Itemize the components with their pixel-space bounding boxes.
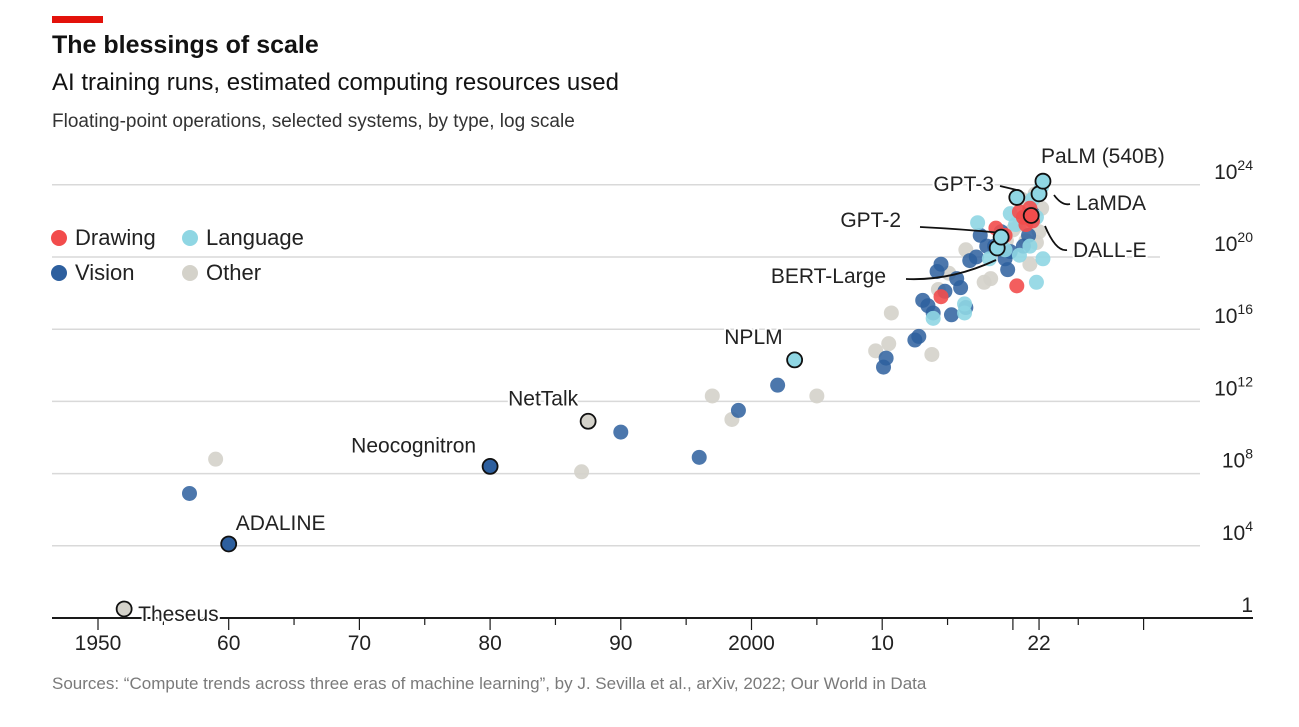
x-tick-label: 10 (871, 632, 894, 655)
x-axis-tick-labels: 1950 60 70 80 90 2000 10 22 (75, 632, 1051, 655)
annotation-gpt-2: GPT-2 (840, 209, 901, 232)
data-point-vision (878, 350, 894, 366)
highlight-point-adaline (220, 535, 238, 553)
x-tick-label: 80 (478, 632, 501, 655)
leader-line-lamda (1053, 194, 1071, 206)
data-point-language (957, 305, 973, 321)
highlight-point-nettalk (579, 412, 597, 430)
data-point-language (1035, 251, 1051, 267)
leader-line-bert-large (905, 259, 997, 281)
legend-label-language: Language (206, 225, 304, 250)
data-point-other (983, 271, 999, 287)
annotation-gpt-3: GPT-3 (933, 173, 994, 196)
x-axis (52, 617, 1253, 630)
data-point-language (1011, 247, 1027, 263)
y-tick-exponent: 20 (1237, 229, 1253, 245)
data-point-other (1022, 256, 1038, 272)
data-point-other (704, 388, 720, 404)
annotations: Theseus ADALINE Neocognitron NetTalk NPLM BER… (136, 143, 1167, 628)
legend-label-other: Other (206, 260, 261, 285)
data-point-vision (1000, 262, 1016, 278)
annotation-nettalk: NetTalk (508, 387, 579, 410)
chart-description: Floating-point operations, selected syst… (52, 111, 575, 132)
y-tick-label: 1024 (1214, 157, 1253, 184)
highlight-point-dall-e (1022, 207, 1040, 224)
data-point-vision (691, 449, 707, 465)
x-tick-label: 70 (348, 632, 371, 655)
chart-subtitle: AI training runs, estimated computing re… (52, 69, 619, 96)
chart-title: The blessings of scale (52, 31, 319, 59)
highlight-point-neocognitron (481, 457, 499, 475)
source-note: Sources: “Compute trends across three er… (52, 674, 927, 693)
x-tick-label: 60 (217, 632, 240, 655)
legend-swatch-vision (51, 265, 67, 281)
accent-bar (52, 16, 103, 23)
annotation-dall-e: DALL-E (1073, 239, 1147, 262)
x-tick-label: 90 (609, 632, 632, 655)
data-point-other (868, 343, 884, 359)
data-point-other (809, 388, 825, 404)
y-tick-label: 1 (1241, 594, 1253, 617)
legend-label-drawing: Drawing (75, 225, 156, 250)
annotation-bert-large: BERT-Large (771, 265, 886, 288)
data-point-vision (730, 402, 746, 418)
data-point-vision (915, 292, 931, 308)
data-point-vision (968, 249, 984, 265)
data-point-vision (933, 256, 949, 272)
highlight-point-theseus (115, 600, 133, 618)
highlight-point-palm-540b- (1034, 172, 1052, 190)
data-points (181, 179, 1051, 501)
data-point-vision (943, 307, 959, 323)
y-tick-exponent: 24 (1237, 157, 1253, 173)
y-tick-label: 104 (1222, 518, 1253, 545)
data-point-drawing (933, 289, 949, 305)
x-tick-label: 22 (1027, 632, 1050, 655)
legend: Drawing Language Vision Other (51, 225, 304, 285)
data-point-vision (613, 424, 629, 440)
y-tick-label: 1020 (1214, 229, 1253, 256)
highlight-point-nplm (786, 351, 804, 369)
data-point-vision (953, 280, 969, 296)
highlight-point-gpt-3 (1008, 189, 1026, 206)
highlight-point-gpt-2 (992, 228, 1010, 246)
data-point-language (925, 310, 941, 326)
y-tick-exponent: 16 (1237, 301, 1253, 317)
y-tick-exponent: 8 (1245, 446, 1253, 462)
annotation-leader-lines (905, 185, 1071, 281)
data-point-drawing (1009, 278, 1025, 294)
data-point-language (1028, 274, 1044, 290)
data-point-other (574, 464, 590, 480)
y-tick-label: 108 (1222, 446, 1253, 473)
x-tick-label: 1950 (75, 632, 122, 655)
data-point-language (1022, 238, 1038, 254)
data-point-vision (181, 485, 197, 501)
legend-swatch-language (182, 230, 198, 246)
data-point-other (208, 451, 224, 467)
data-point-language (970, 215, 986, 231)
leader-line-gpt-2 (919, 226, 1003, 234)
annotation-palm-540b-: PaLM (540B) (1041, 145, 1165, 168)
data-point-vision (770, 377, 786, 393)
y-tick-exponent: 4 (1245, 518, 1253, 534)
leader-line-dall-e (1044, 225, 1068, 251)
y-tick-label: 1012 (1214, 373, 1253, 400)
highlighted-points (115, 172, 1052, 618)
legend-swatch-other (182, 265, 198, 281)
y-tick-label: 1016 (1214, 301, 1253, 328)
legend-swatch-drawing (51, 230, 67, 246)
data-point-vision (911, 328, 927, 344)
annotation-lamda: LaMDA (1076, 192, 1146, 215)
data-point-other (924, 346, 940, 362)
y-axis-tick-labels: 1 104 108 1012 1016 1020 1024 (1214, 157, 1253, 617)
annotation-adaline: ADALINE (236, 512, 326, 535)
legend-label-vision: Vision (75, 260, 135, 285)
annotation-theseus: Theseus (138, 603, 219, 626)
data-point-other (883, 305, 899, 321)
annotation-nplm: NPLM (724, 326, 782, 349)
y-tick-exponent: 12 (1237, 373, 1253, 389)
annotation-neocognitron: Neocognitron (351, 434, 476, 457)
data-point-other (881, 336, 897, 352)
x-tick-label: 2000 (728, 632, 775, 655)
